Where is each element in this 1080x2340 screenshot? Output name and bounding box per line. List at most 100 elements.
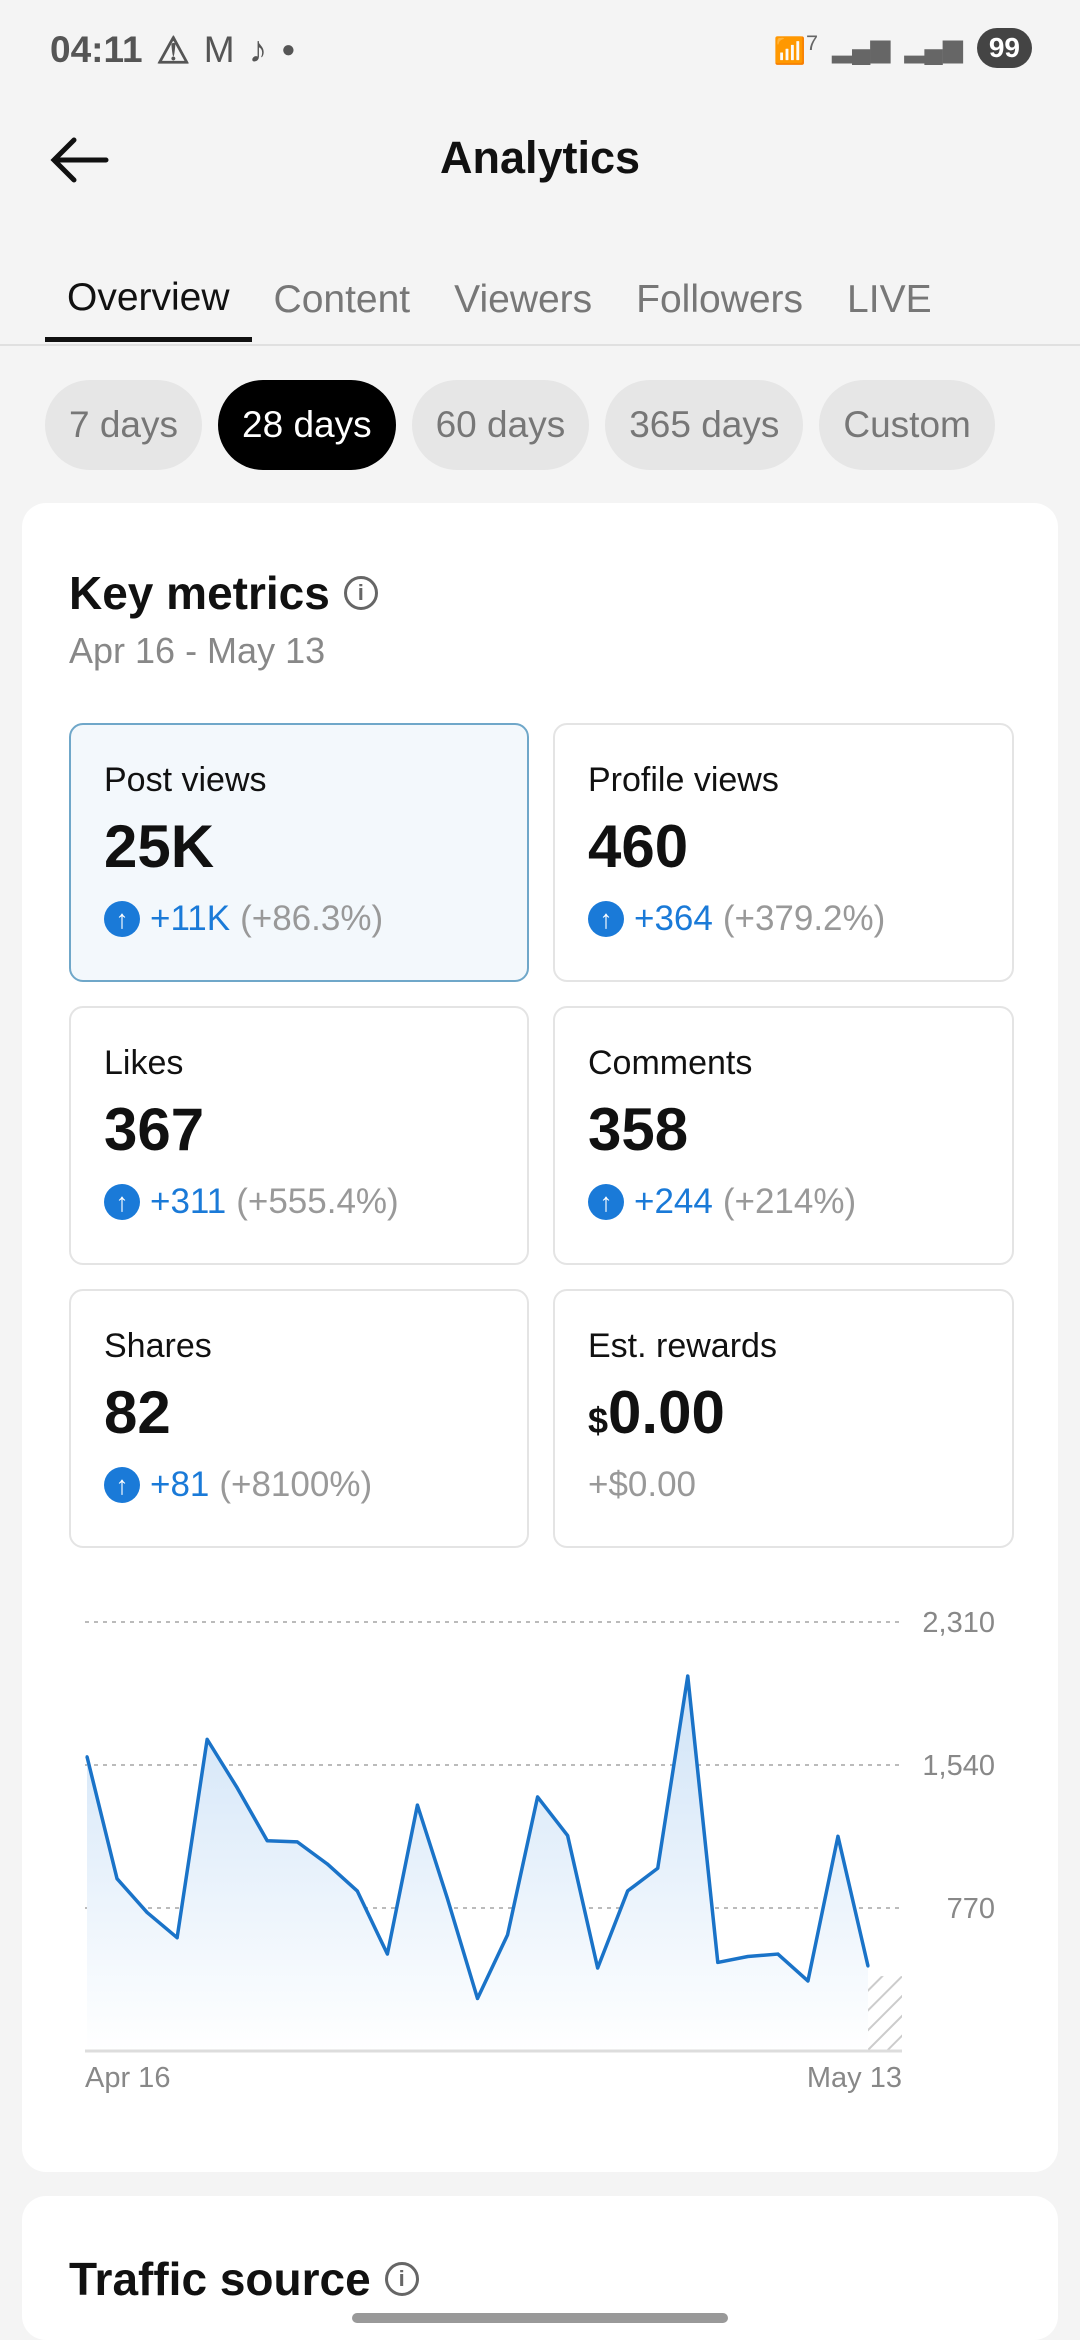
- data-point: [536, 1795, 540, 1799]
- metrics-grid: Post views 25K ↑ +11K (+86.3%) Profile vie…: [69, 723, 1014, 1548]
- arrow-up-icon: ↑: [104, 901, 140, 937]
- arrow-up-icon: ↑: [104, 1467, 140, 1503]
- range-60-days[interactable]: 60 days: [411, 380, 590, 470]
- clock: 04:11: [50, 29, 143, 70]
- traffic-source-title: Traffic source: [69, 2253, 371, 2305]
- metric-shares[interactable]: Shares 82 ↑ +81 (+8100%): [69, 1289, 529, 1548]
- metric-label: Likes: [104, 1044, 184, 1082]
- data-point: [476, 1996, 479, 2000]
- data-point: [235, 1786, 239, 1790]
- data-point: [566, 1834, 570, 1838]
- data-point: [295, 1840, 299, 1844]
- data-point: [716, 1960, 720, 1964]
- signal-icon: ▂▄▆: [832, 32, 891, 63]
- data-point: [656, 1866, 660, 1870]
- status-icons: 📶7 ▂▄▆ ▂▄▆ 99: [774, 28, 1032, 68]
- gmail-icon: M: [203, 29, 235, 70]
- tab-overview[interactable]: Overview: [45, 258, 252, 342]
- date-range: Apr 16 - May 13: [69, 630, 326, 671]
- dot-icon: ●: [281, 36, 296, 63]
- metric-value: 367: [104, 1096, 205, 1163]
- post-views-chart[interactable]: 2,310 1,540 770 Apr 16 May 13: [0, 1590, 1080, 2110]
- x-tick-label: Apr 16: [85, 2062, 170, 2094]
- arrow-up-icon: ↑: [104, 1184, 140, 1220]
- range-7-days[interactable]: 7 days: [45, 380, 203, 470]
- metric-percent: (+214%): [722, 1182, 857, 1221]
- arrow-up-icon: ↑: [588, 901, 624, 937]
- metric-delta: +81: [150, 1465, 210, 1504]
- data-point: [325, 1862, 329, 1866]
- metric-delta: +364: [634, 899, 713, 938]
- metric-delta: +311: [150, 1182, 227, 1221]
- metric-delta: +244: [634, 1182, 713, 1221]
- tab-content[interactable]: Content: [273, 278, 411, 321]
- data-point: [385, 1952, 389, 1956]
- metric-label: Profile views: [588, 761, 779, 799]
- x-tick-label: May 13: [807, 2062, 902, 2094]
- metric-likes[interactable]: Likes 367 ↑ +311 (+555.4%): [69, 1006, 529, 1265]
- data-point: [205, 1737, 209, 1741]
- metric-delta: +11K: [150, 899, 231, 938]
- metric-percent: (+86.3%): [240, 899, 384, 938]
- data-point: [836, 1834, 840, 1838]
- tabs-fade: [1010, 230, 1080, 340]
- chart-incomplete-region: [868, 1976, 902, 2051]
- data-point: [806, 1979, 810, 1983]
- metric-label: Comments: [588, 1044, 753, 1082]
- data-point: [355, 1889, 359, 1893]
- data-point: [776, 1952, 780, 1956]
- metric-profile-views[interactable]: Profile views 460 ↑ +364 (+379.2%): [553, 723, 1014, 982]
- tab-viewers[interactable]: Viewers: [454, 278, 593, 321]
- metric-label: Post views: [104, 761, 267, 799]
- metric-label: Shares: [104, 1327, 212, 1365]
- metric-percent: (+555.4%): [236, 1182, 399, 1221]
- data-point: [866, 1964, 870, 1968]
- data-point: [415, 1803, 419, 1807]
- traffic-source-heading: Traffic source i: [69, 2252, 419, 2306]
- battery-indicator: 99: [976, 28, 1032, 68]
- data-point: [175, 1936, 179, 1940]
- metric-comments[interactable]: Comments 358 ↑ +244 (+214%): [553, 1006, 1014, 1265]
- metric-percent: (+8100%): [219, 1465, 373, 1504]
- y-tick-label: 770: [947, 1893, 995, 1925]
- metric-value: 358: [588, 1096, 689, 1163]
- divider: [0, 344, 1080, 346]
- range-custom[interactable]: Custom: [819, 380, 995, 470]
- chart-area: [87, 1676, 868, 2051]
- y-tick-label: 2,310: [922, 1607, 995, 1639]
- arrow-up-icon: ↑: [588, 1184, 624, 1220]
- warning-icon: ⚠: [156, 29, 190, 71]
- range-selector: 7 days 28 days 60 days 365 days Custom: [45, 380, 1075, 470]
- metric-percent: (+379.2%): [722, 899, 886, 938]
- back-arrow-icon[interactable]: [44, 122, 116, 194]
- currency-symbol: $: [588, 1400, 609, 1441]
- data-point: [115, 1877, 119, 1881]
- metric-label: Est. rewards: [588, 1327, 777, 1365]
- key-metrics-title: Key metrics: [69, 567, 330, 619]
- metric-est-rewards[interactable]: Est. rewards $0.00 +$0.00: [553, 1289, 1014, 1548]
- data-point: [746, 1954, 750, 1958]
- data-point: [596, 1966, 600, 1970]
- metric-delta: +$0.00: [588, 1465, 697, 1504]
- info-icon[interactable]: i: [343, 576, 378, 610]
- metric-value: 25K: [104, 813, 215, 880]
- tab-followers[interactable]: Followers: [636, 278, 804, 321]
- signal-icon: ▂▄▆: [904, 32, 963, 63]
- home-indicator[interactable]: [352, 2313, 728, 2323]
- y-tick-label: 1,540: [922, 1750, 995, 1782]
- page-title: Analytics: [439, 132, 641, 183]
- data-point: [85, 1755, 89, 1759]
- data-point: [445, 1897, 449, 1901]
- data-point: [686, 1674, 690, 1678]
- range-28-days[interactable]: 28 days: [218, 380, 396, 470]
- metric-post-views[interactable]: Post views 25K ↑ +11K (+86.3%): [69, 723, 529, 982]
- wifi-badge: 7: [805, 29, 818, 55]
- info-icon[interactable]: i: [384, 2262, 419, 2296]
- tab-live[interactable]: LIVE: [847, 278, 932, 321]
- range-365-days[interactable]: 365 days: [605, 380, 804, 470]
- wifi-icon: 📶7: [773, 29, 818, 66]
- metric-value: 82: [104, 1379, 171, 1446]
- key-metrics-heading: Key metrics i: [69, 566, 378, 620]
- status-bar: 04:11 ⚠ M ♪ ●: [50, 22, 296, 78]
- tab-bar: Overview Content Viewers Followers LIVE: [45, 258, 1075, 342]
